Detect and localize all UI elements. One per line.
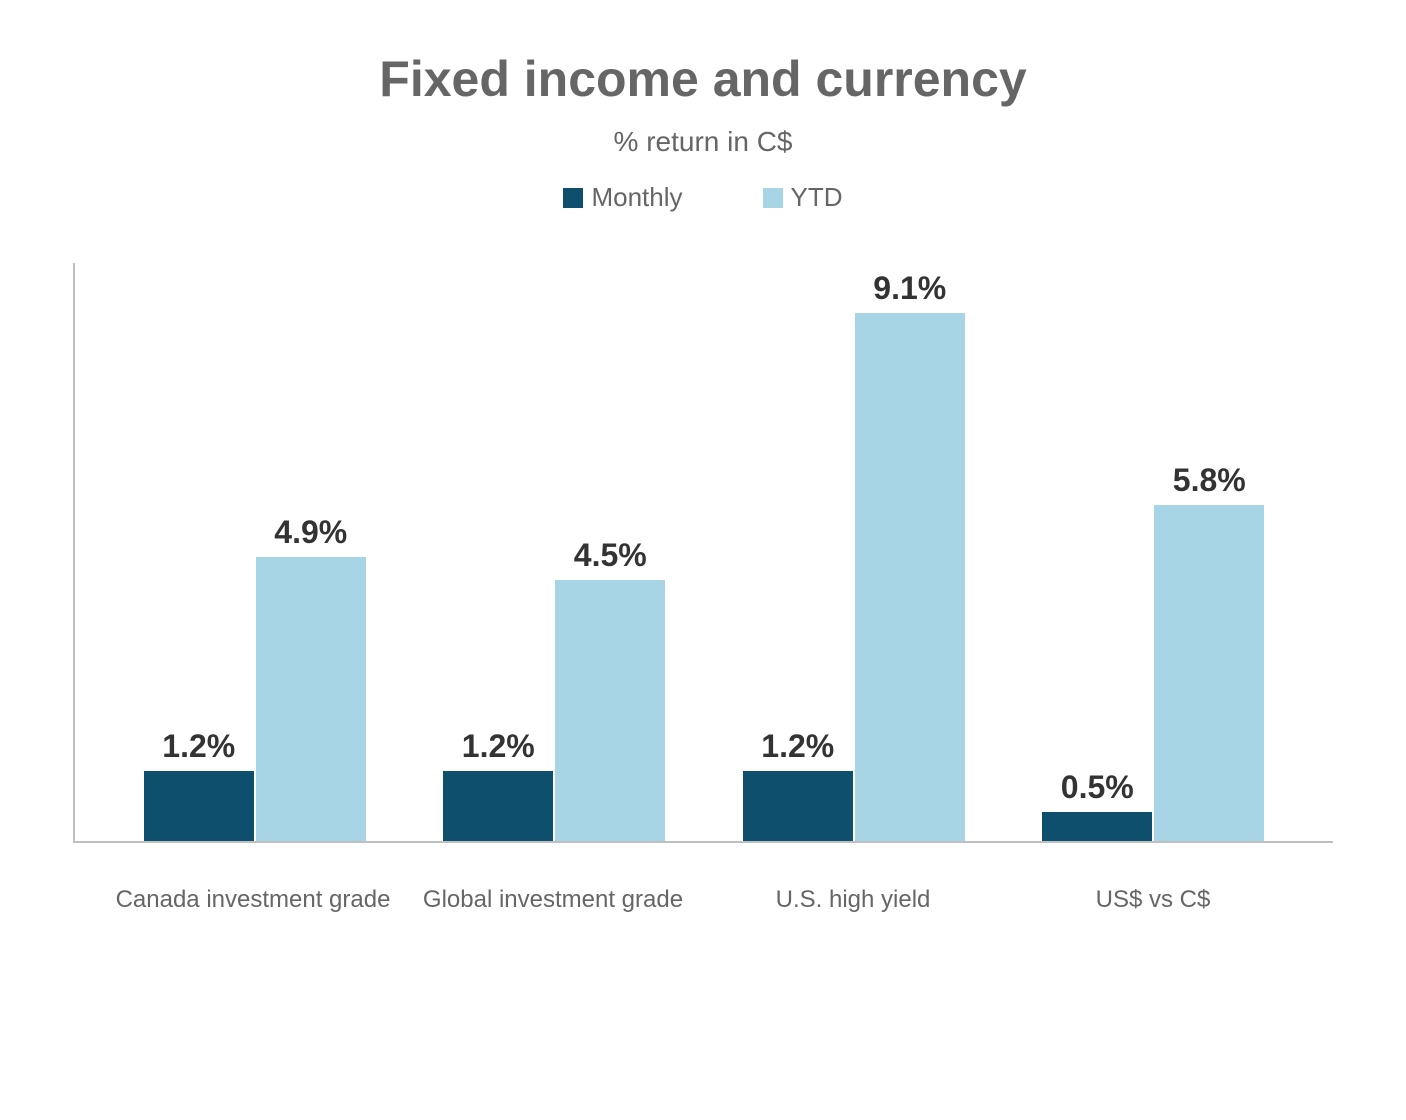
bar-value-label: 1.2% xyxy=(761,728,834,765)
bar-wrap: 1.2% xyxy=(144,728,254,841)
bar-groups: 1.2% 4.9% 1.2% 4.5% 1.2% 9.1% 0.5% 5.8% xyxy=(75,263,1333,841)
bar-wrap: 1.2% xyxy=(443,728,553,841)
bar-wrap: 4.9% xyxy=(256,514,366,841)
bar-value-label: 0.5% xyxy=(1061,769,1134,806)
bar-value-label: 4.9% xyxy=(274,514,347,551)
legend-label-ytd: YTD xyxy=(791,182,843,213)
x-axis-label: US$ vs C$ xyxy=(1003,883,1303,917)
plot-area: 1.2% 4.9% 1.2% 4.5% 1.2% 9.1% 0.5% 5.8% xyxy=(73,263,1333,843)
legend-swatch-ytd xyxy=(763,188,783,208)
bar-wrap: 1.2% xyxy=(743,728,853,841)
bar-value-label: 1.2% xyxy=(462,728,535,765)
bar-group: 1.2% 9.1% xyxy=(704,270,1004,841)
bar-group: 1.2% 4.5% xyxy=(405,537,705,841)
bar xyxy=(256,557,366,841)
x-axis-label: Global investment grade xyxy=(403,883,703,917)
x-axis-labels: Canada investment gradeGlobal investment… xyxy=(73,843,1333,917)
bar-group: 0.5% 5.8% xyxy=(1004,462,1304,841)
bar xyxy=(144,771,254,841)
bar-wrap: 4.5% xyxy=(555,537,665,841)
bar xyxy=(855,313,965,841)
legend-item-ytd: YTD xyxy=(763,182,843,213)
chart-title: Fixed income and currency xyxy=(50,50,1356,108)
bar-value-label: 5.8% xyxy=(1173,462,1246,499)
bar xyxy=(555,580,665,841)
legend-item-monthly: Monthly xyxy=(563,182,682,213)
bar xyxy=(743,771,853,841)
bar-wrap: 0.5% xyxy=(1042,769,1152,841)
bar-wrap: 9.1% xyxy=(855,270,965,841)
bar-group: 1.2% 4.9% xyxy=(105,514,405,841)
bar xyxy=(1154,505,1264,841)
bar xyxy=(443,771,553,841)
bar-value-label: 4.5% xyxy=(574,537,647,574)
bar xyxy=(1042,812,1152,841)
bar-value-label: 1.2% xyxy=(162,728,235,765)
x-axis-label: Canada investment grade xyxy=(103,883,403,917)
bar-wrap: 5.8% xyxy=(1154,462,1264,841)
bar-value-label: 9.1% xyxy=(873,270,946,307)
legend-label-monthly: Monthly xyxy=(591,182,682,213)
chart-container: Fixed income and currency % return in C$… xyxy=(50,50,1356,917)
legend: Monthly YTD xyxy=(50,182,1356,213)
x-axis-label: U.S. high yield xyxy=(703,883,1003,917)
chart-subtitle: % return in C$ xyxy=(50,126,1356,158)
legend-swatch-monthly xyxy=(563,188,583,208)
